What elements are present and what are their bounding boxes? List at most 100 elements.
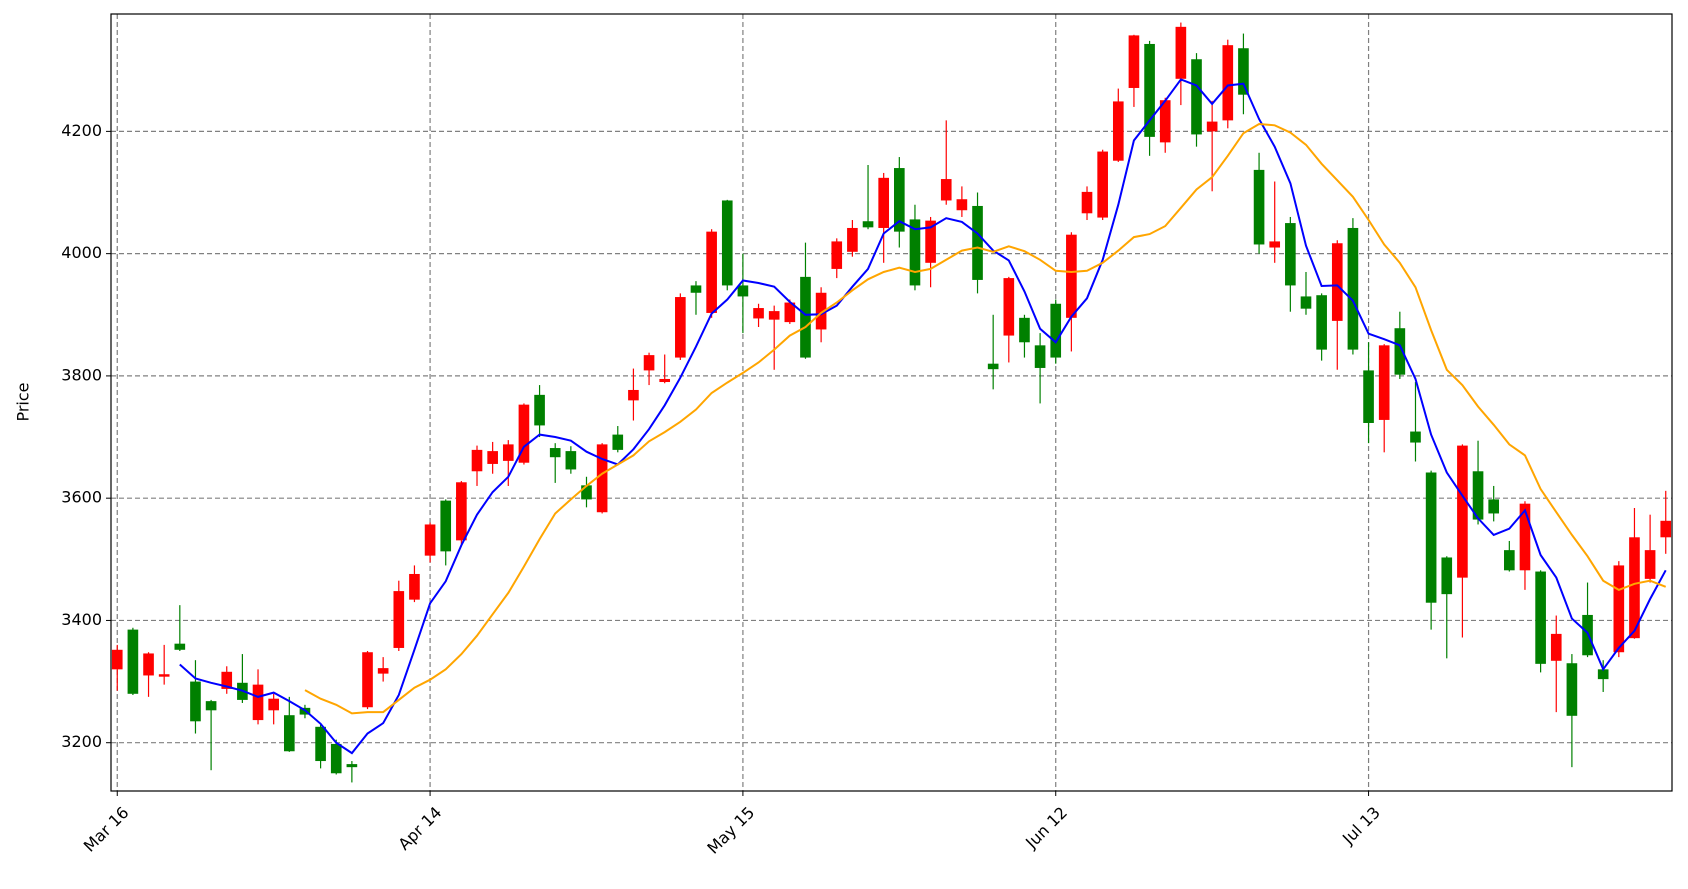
candle-body [1159,100,1171,143]
candle-body [1550,633,1562,661]
candle-body [143,653,154,676]
candle-body [1238,48,1249,95]
candle-body [174,643,186,650]
candle-body [377,668,389,674]
y-tick-label: 3400 [61,610,102,629]
candle-body [753,308,764,319]
candle-body [1410,431,1421,443]
x-tick-label: Mar 16 [80,803,133,856]
candle-body [847,227,858,252]
x-tick-label: May 15 [703,803,758,858]
candle-body [252,684,264,721]
candle-body [972,205,983,280]
candle-body [1378,345,1390,420]
candle-body [1519,503,1531,571]
candle-body [737,285,749,297]
candle-body [1629,537,1640,639]
y-tick-label: 3800 [61,365,102,384]
candle-body [471,449,483,472]
candle-body [565,451,577,470]
candle-body [721,200,733,286]
candle-body [940,179,952,201]
candle-body [1269,241,1281,248]
candle-body [1175,26,1187,79]
candle-body [815,292,827,330]
candle-body [628,389,639,401]
candle-body [1144,43,1155,137]
candle-body [612,434,624,450]
candle-body [549,448,561,458]
candle-body [894,168,905,232]
candle-body [1597,669,1609,680]
candle-body [800,276,811,358]
candle-body [643,355,655,371]
candle-body [190,681,201,722]
candle-body [393,591,405,648]
candle-body [111,649,123,670]
candle-body [690,285,702,293]
y-axis-label: Price [14,382,33,421]
y-tick-label: 4000 [61,243,102,262]
candle-body [1081,191,1093,214]
candle-body [518,404,530,463]
candle-body [1034,345,1046,368]
candle-body [1441,557,1453,595]
candle-body [1003,278,1015,336]
candle-body [1128,35,1140,88]
candle-body [502,444,514,461]
ma-line [304,122,1667,715]
candle-body [1019,317,1030,343]
candle-body [581,485,592,500]
candle-body [1504,550,1515,571]
candle-body [127,629,139,694]
candle-body [487,451,498,464]
candle-body [205,701,217,711]
candle-body [1472,471,1484,520]
candle-body [706,231,717,313]
candle-body [409,573,420,600]
candle-body [1457,445,1468,578]
candle-body [1253,169,1265,245]
x-tick-label: Jun 12 [1021,803,1071,853]
candle-body [315,726,326,762]
candle-body [440,500,452,552]
candle-body [1488,499,1500,514]
candle-body [925,220,936,263]
candle-body [878,177,889,228]
candle-body [1566,663,1578,716]
candle-body [675,297,686,358]
x-tick-label: Apr 14 [394,803,445,854]
y-tick-label: 4200 [61,121,102,140]
candle-body [831,241,843,269]
candle-body [862,221,874,228]
candle-body [1300,296,1312,309]
candle-body [909,219,921,286]
candle-body [784,302,796,323]
x-tick-label: Jul 13 [1338,803,1384,849]
candle-body [424,524,436,556]
candle-body [956,199,968,211]
candle-body [534,394,545,426]
candle-body [346,764,358,768]
candle-body [1644,550,1656,579]
candle-body [1613,565,1625,653]
candle-body [1285,223,1296,286]
candle-body [158,674,170,677]
candle-body [659,378,671,383]
y-tick-label: 3200 [61,732,102,751]
candle-body [362,652,373,708]
y-tick-label: 3600 [61,488,102,507]
candle-body [768,311,780,320]
candle-body [1222,45,1234,121]
candle-body [221,671,233,689]
candle-body [1097,151,1108,218]
candle-body [268,698,279,711]
candle-body [1660,520,1672,538]
candle-body [1331,243,1343,321]
candle-body [596,444,608,513]
ma-line [179,78,1667,755]
candle-body [1347,227,1359,350]
candle-body [1066,234,1077,318]
